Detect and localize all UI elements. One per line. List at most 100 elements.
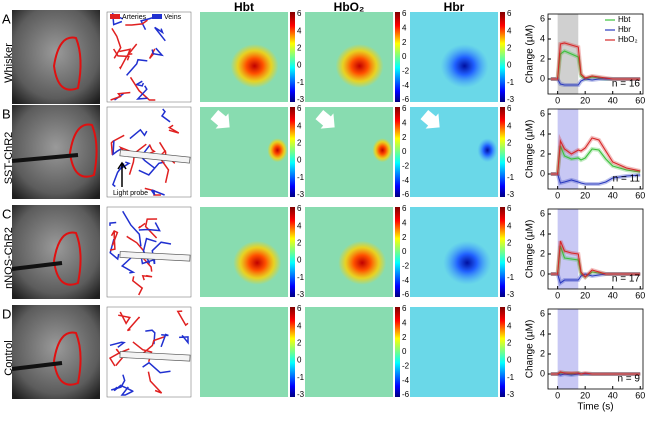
x-tick-label: 20 bbox=[580, 390, 590, 400]
legend-swatch bbox=[110, 14, 120, 19]
colorbar-tick: 6 bbox=[297, 304, 302, 313]
roi-outline bbox=[68, 123, 98, 178]
vessel bbox=[111, 28, 122, 59]
series-line bbox=[550, 371, 641, 375]
vessel bbox=[108, 348, 130, 367]
colorbar-tick: 0 bbox=[402, 147, 407, 156]
colorbar-tick: 6 bbox=[297, 104, 302, 113]
colorbar-tick: 0 bbox=[297, 156, 302, 165]
row-label: Whisker bbox=[3, 43, 15, 83]
panel-label: B bbox=[2, 106, 11, 121]
vessel bbox=[145, 329, 156, 345]
colorbar-tick: 4 bbox=[507, 221, 512, 230]
x-tick-label: 40 bbox=[608, 190, 618, 200]
x-tick-label: 0 bbox=[555, 190, 560, 200]
vessel bbox=[125, 19, 148, 26]
colorbar-tick: 6 bbox=[507, 9, 512, 18]
map-spot bbox=[440, 44, 489, 88]
colorbar bbox=[395, 12, 400, 102]
legend-label: Veins bbox=[164, 14, 182, 21]
colorbar-tick: 0 bbox=[297, 356, 302, 365]
row-label: nNOS-ChR2 bbox=[3, 227, 15, 289]
map-spot bbox=[338, 240, 387, 285]
colorbar-tick: -1 bbox=[507, 78, 515, 87]
plot-frame bbox=[547, 108, 644, 190]
y-tick-label: 6 bbox=[540, 108, 545, 118]
map-spot bbox=[267, 138, 288, 163]
vessel bbox=[109, 341, 126, 348]
roi-outline bbox=[52, 36, 82, 91]
colorbar-tick: 0 bbox=[507, 156, 512, 165]
vessel bbox=[142, 361, 171, 374]
colorbar-tick: 6 bbox=[402, 9, 407, 18]
colorbar bbox=[395, 207, 400, 297]
y-axis-label: Change (µM) bbox=[525, 320, 536, 379]
legend-label: Hbt bbox=[618, 15, 631, 24]
panel-label: C bbox=[2, 206, 11, 221]
colorbar-tick: 2 bbox=[297, 339, 302, 348]
colorbar-tick: 6 bbox=[297, 9, 302, 18]
x-tick-label: 60 bbox=[635, 290, 645, 300]
map bbox=[410, 307, 498, 397]
x-tick-label: 20 bbox=[580, 95, 590, 105]
y-tick-label: 4 bbox=[540, 328, 545, 338]
y-tick-label: 4 bbox=[540, 128, 545, 138]
vessel bbox=[110, 91, 131, 101]
vessel bbox=[135, 85, 148, 100]
colorbar-tick: -3 bbox=[507, 290, 515, 299]
colorbar-tick: -4 bbox=[402, 176, 410, 185]
colorbar-tick: 6 bbox=[507, 304, 512, 313]
row-label: SST-ChR2 bbox=[3, 132, 15, 185]
vessel bbox=[118, 311, 132, 325]
colorbar-tick: 4 bbox=[297, 26, 302, 35]
colorbar-tick: -1 bbox=[297, 373, 305, 382]
x-tick-label: 0 bbox=[555, 290, 560, 300]
white-arrow bbox=[210, 109, 230, 129]
plot-frame bbox=[547, 208, 644, 290]
series-line bbox=[550, 145, 641, 175]
y-tick-label: 0 bbox=[540, 268, 545, 278]
colorbar-tick: 2 bbox=[297, 139, 302, 148]
colorbar-tick: 6 bbox=[507, 104, 512, 113]
colorbar-tick: -1 bbox=[507, 173, 515, 182]
colorbar-tick: 0 bbox=[507, 256, 512, 265]
legend-label: Arteries bbox=[122, 14, 147, 21]
optic-fiber bbox=[11, 153, 79, 163]
n-annotation: n = 16 bbox=[612, 79, 641, 90]
stimulus-window bbox=[557, 109, 579, 189]
colorbar-tick: -1 bbox=[507, 273, 515, 282]
vessel bbox=[158, 149, 170, 183]
map-spot bbox=[233, 240, 282, 285]
optic-fiber bbox=[11, 261, 63, 271]
colorbar-tick: 0 bbox=[402, 247, 407, 256]
y-tick-label: 0 bbox=[540, 168, 545, 178]
colorbar-tick: 6 bbox=[297, 204, 302, 213]
vessel bbox=[126, 316, 141, 332]
colorbar-tick: -4 bbox=[402, 81, 410, 90]
vessel bbox=[129, 76, 156, 101]
colorbar-tick: -4 bbox=[402, 276, 410, 285]
colorbar-tick: 2 bbox=[402, 38, 407, 47]
series-line bbox=[550, 42, 641, 80]
colorbar bbox=[395, 107, 400, 197]
column-header: Hbr bbox=[444, 0, 465, 14]
colorbar-tick: 4 bbox=[507, 321, 512, 330]
vessel bbox=[109, 221, 117, 226]
colorbar-tick: -3 bbox=[507, 190, 515, 199]
map bbox=[305, 307, 393, 397]
vessel bbox=[138, 222, 161, 232]
panel-label: D bbox=[2, 306, 11, 321]
vessel bbox=[140, 144, 156, 169]
x-axis-label: Time (s) bbox=[577, 402, 613, 413]
colorbar-tick: 2 bbox=[507, 239, 512, 248]
white-arrow bbox=[315, 109, 335, 129]
colorbar bbox=[290, 12, 295, 102]
n-annotation: n = 9 bbox=[617, 374, 640, 385]
row-label: Control bbox=[3, 340, 15, 375]
colorbar-tick: 4 bbox=[402, 118, 407, 127]
colorbar-tick: 2 bbox=[297, 239, 302, 248]
map-spot bbox=[477, 138, 498, 163]
map bbox=[200, 307, 288, 397]
y-tick-label: 0 bbox=[540, 368, 545, 378]
colorbar bbox=[500, 207, 505, 297]
